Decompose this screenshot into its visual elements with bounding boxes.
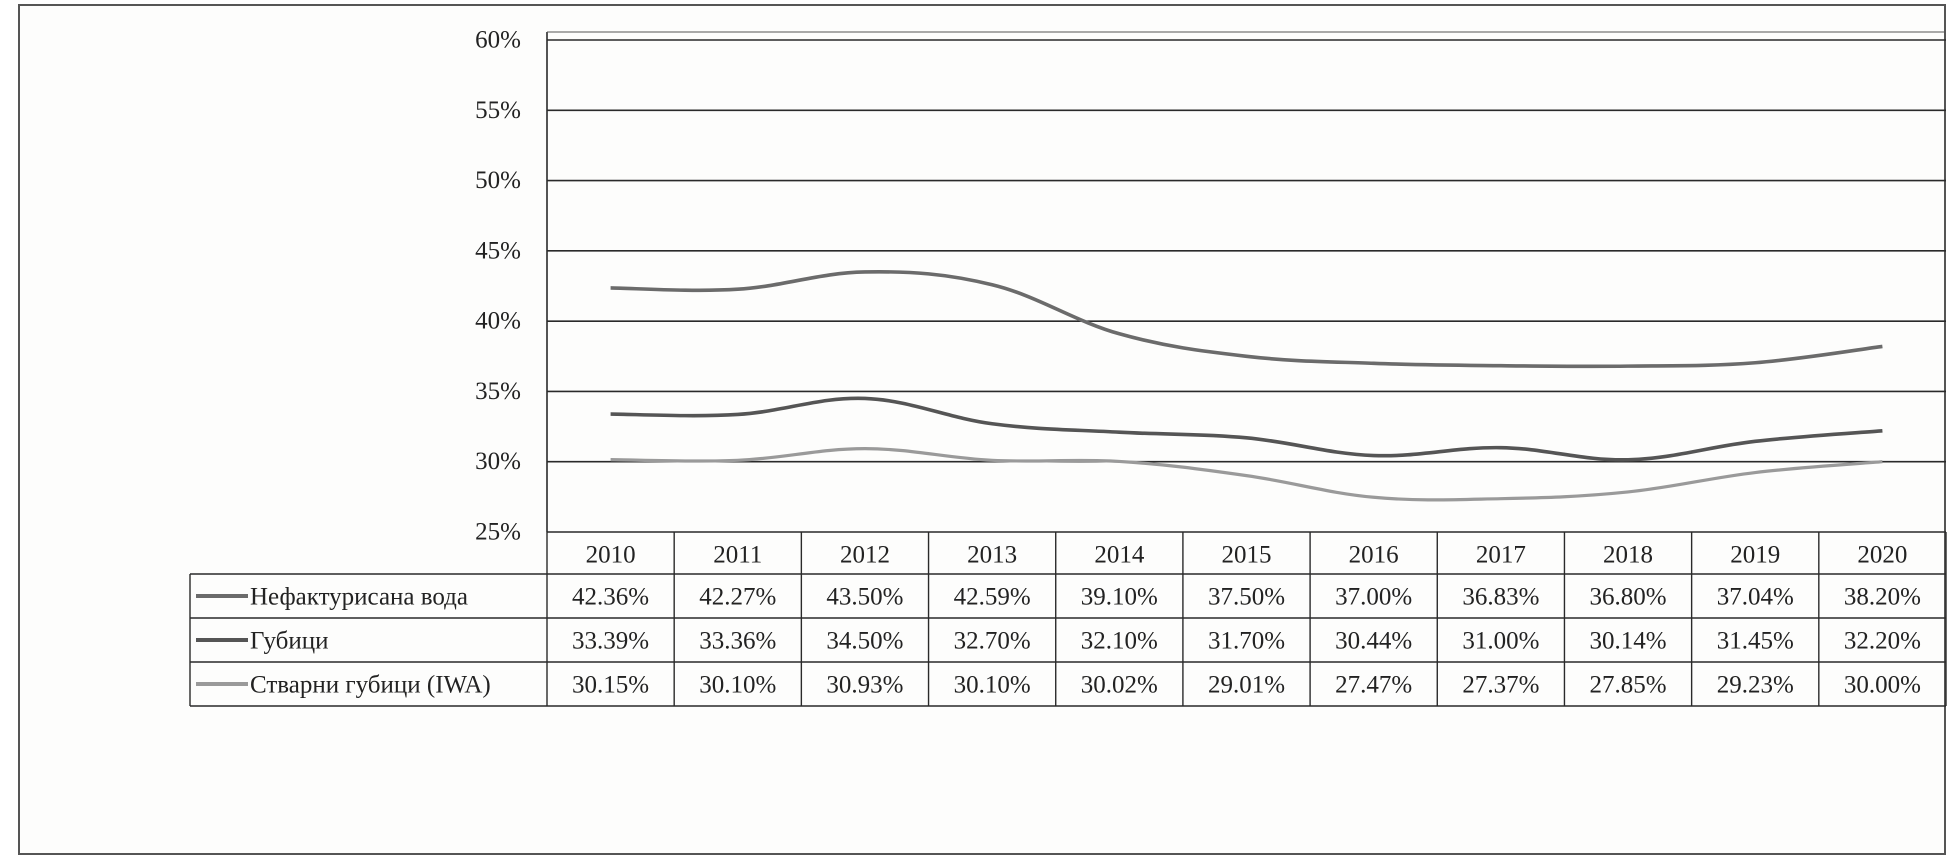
x-category-label: 2018 [1603,542,1653,569]
table-cell-value: 32.10% [1081,628,1158,655]
table-cell-value: 31.45% [1717,628,1794,655]
table-cell-value: 33.39% [572,628,649,655]
table-cell-value: 27.85% [1590,672,1667,699]
series-line [610,396,1883,462]
y-tick-label: 55% [475,97,521,124]
x-category-label: 2010 [586,542,636,569]
legend-label: Стварни губици (IWA) [250,672,491,699]
y-tick-label: 45% [475,237,521,264]
table-cell-value: 31.00% [1462,628,1539,655]
table-cell-value: 36.80% [1590,584,1667,611]
y-tick-label: 25% [475,519,521,546]
y-tick-label: 40% [475,308,521,335]
table-cell-value: 30.10% [954,672,1031,699]
table-cell-value: 42.27% [699,584,776,611]
series-line [610,447,1883,502]
table-cell-value: 30.00% [1844,672,1921,699]
table-cell-value: 42.36% [572,584,649,611]
series-line [610,270,1883,369]
table-cell-value: 38.20% [1844,584,1921,611]
x-category-label: 2015 [1222,542,1272,569]
x-category-label: 2011 [713,542,762,569]
x-category-label: 2013 [967,542,1017,569]
x-category-label: 2019 [1730,542,1780,569]
table-cell-value: 29.01% [1208,672,1285,699]
table-cell-value: 30.93% [826,672,903,699]
table-cell-value: 39.10% [1081,584,1158,611]
table-cell-value: 27.47% [1335,672,1412,699]
table-cell-value: 33.36% [699,628,776,655]
y-tick-label: 35% [475,378,521,405]
table-cell-value: 32.20% [1844,628,1921,655]
table-cell-value: 43.50% [826,584,903,611]
chart-frame [18,4,1946,855]
y-tick-label: 60% [475,27,521,54]
table-cell-value: 34.50% [826,628,903,655]
table-cell-value: 31.70% [1208,628,1285,655]
y-tick-label: 50% [475,167,521,194]
table-cell-value: 37.00% [1335,584,1412,611]
x-category-label: 2012 [840,542,890,569]
table-cell-value: 37.50% [1208,584,1285,611]
table-cell-value: 27.37% [1462,672,1539,699]
table-cell-value: 29.23% [1717,672,1794,699]
table-cell-value: 30.15% [572,672,649,699]
legend-label: Губици [250,628,329,655]
y-tick-label: 30% [475,448,521,475]
table-cell-value: 30.10% [699,672,776,699]
table-cell-value: 32.70% [954,628,1031,655]
legend-label: Нефактурисана вода [250,584,468,611]
x-category-label: 2020 [1857,542,1907,569]
x-category-label: 2014 [1094,542,1145,569]
table-cell-value: 30.14% [1590,628,1667,655]
table-cell-value: 37.04% [1717,584,1794,611]
table-cell-value: 42.59% [954,584,1031,611]
table-cell-value: 30.44% [1335,628,1412,655]
table-cell-value: 36.83% [1462,584,1539,611]
table-cell-value: 30.02% [1081,672,1158,699]
x-category-label: 2016 [1349,542,1399,569]
x-category-label: 2017 [1476,542,1526,569]
